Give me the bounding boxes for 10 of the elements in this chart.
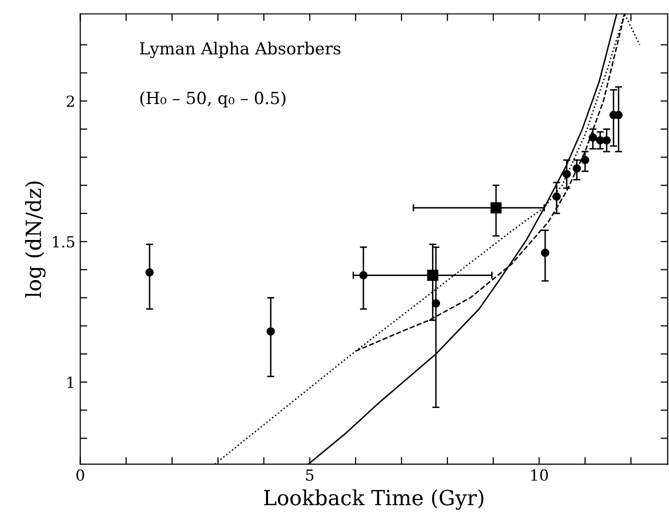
y-tick-label: 2	[66, 95, 74, 107]
x-tick-label: 10	[531, 469, 548, 481]
y-tick-label: 1	[68, 376, 74, 388]
x-tick-label: 0	[76, 469, 84, 481]
y-axis-title: log (dN/dz)	[25, 182, 46, 298]
x-axis-title: Lookback Time (Gyr)	[264, 489, 484, 510]
annotation: Lyman Alpha Absorbers	[140, 42, 340, 58]
annotation: (H₀ – 50, q₀ – 0.5)	[140, 91, 286, 108]
x-tick-label: 5	[306, 469, 314, 481]
y-tick-label: 1.5	[52, 236, 74, 248]
